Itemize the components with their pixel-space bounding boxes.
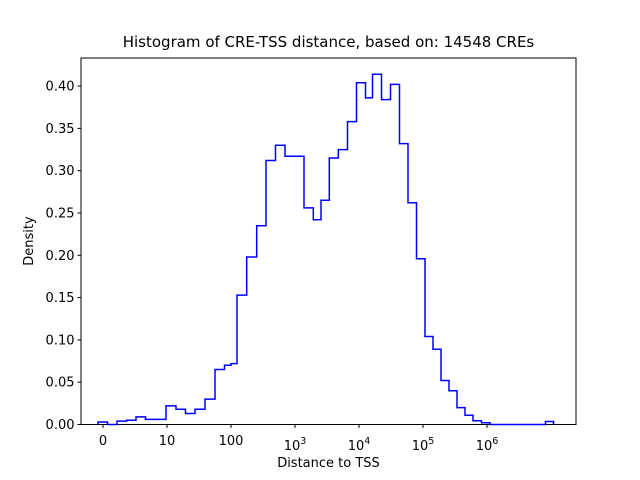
plot-title: Histogram of CRE-TSS distance, based on:… bbox=[123, 33, 535, 51]
y-tick-label: 0.35 bbox=[46, 122, 75, 137]
x-tick-label: 106 bbox=[476, 436, 499, 454]
series-group bbox=[97, 73, 555, 426]
x-axis-label: Distance to TSS bbox=[277, 456, 380, 471]
x-tick-label: 10 bbox=[159, 434, 176, 449]
y-tick-label: 0.00 bbox=[46, 418, 75, 433]
plot-border bbox=[80, 57, 577, 425]
x-tick-label: 100 bbox=[219, 434, 244, 449]
x-tick-label: 0 bbox=[99, 434, 107, 449]
y-tick-label: 0.30 bbox=[46, 164, 75, 179]
y-tick-label: 0.10 bbox=[46, 333, 75, 348]
y-tick-label: 0.20 bbox=[46, 249, 75, 264]
y-tick-label: 0.15 bbox=[46, 291, 75, 306]
y-axis-label: Density bbox=[22, 216, 37, 266]
x-tick-label: 104 bbox=[348, 436, 371, 454]
y-tick-label: 0.25 bbox=[46, 207, 75, 222]
histogram-step-line bbox=[97, 73, 555, 426]
y-tick-label: 0.05 bbox=[46, 376, 75, 391]
y-tick-label: 0.40 bbox=[46, 80, 75, 95]
x-tick-label: 105 bbox=[412, 436, 435, 454]
axes-group: 0.00 0.05 0.10 0.15 0.20 0.25 0.30 0.35 0.40 0 10 1… bbox=[46, 57, 577, 454]
x-tick-label: 103 bbox=[284, 436, 307, 454]
